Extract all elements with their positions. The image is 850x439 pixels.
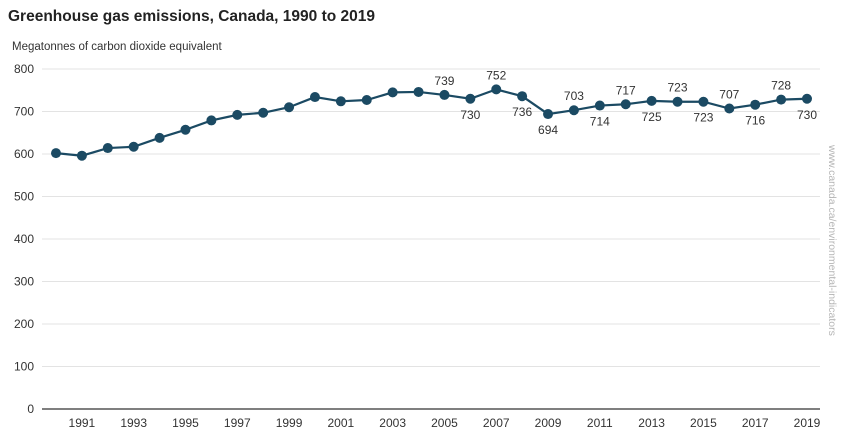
- data-point: [76, 150, 87, 161]
- y-tick-label: 800: [14, 62, 34, 76]
- y-tick-label: 0: [27, 402, 34, 416]
- y-tick-label: 300: [14, 275, 34, 289]
- data-label: 707: [719, 88, 739, 102]
- y-tick-label: 400: [14, 232, 34, 246]
- x-tick-label: 2001: [328, 416, 355, 430]
- data-label: 694: [538, 123, 558, 137]
- data-point: [672, 96, 683, 107]
- data-point: [128, 141, 139, 152]
- gridlines: [42, 68, 820, 410]
- x-tick-label: 2007: [483, 416, 510, 430]
- data-point: [180, 124, 191, 135]
- data-label: 717: [616, 83, 636, 97]
- data-point: [568, 105, 579, 116]
- y-tick-label: 100: [14, 360, 34, 374]
- x-tick-label: 1995: [172, 416, 199, 430]
- y-tick-label: 500: [14, 190, 34, 204]
- data-point: [802, 93, 812, 104]
- data-point: [258, 107, 269, 118]
- data-point: [724, 103, 735, 114]
- data-label: 723: [693, 111, 713, 125]
- data-point: [750, 99, 761, 110]
- data-label: 703: [564, 89, 584, 103]
- data-label: 723: [668, 81, 688, 95]
- data-point: [154, 132, 165, 143]
- y-tick-label: 700: [14, 105, 34, 119]
- data-point: [387, 87, 398, 98]
- source-note: www.canada.ca/environmental-indicators: [826, 144, 838, 336]
- y-axis-ticks: 0 100 200 300 400 500 600 700 800: [14, 62, 34, 416]
- x-tick-label: 1993: [120, 416, 147, 430]
- data-point: [361, 95, 372, 106]
- data-point: [51, 148, 61, 159]
- data-label: 716: [745, 114, 765, 128]
- data-point: [284, 102, 295, 113]
- x-tick-label: 1997: [224, 416, 251, 430]
- data-point: [543, 109, 554, 120]
- x-tick-label: 2005: [431, 416, 458, 430]
- data-point: [517, 91, 528, 102]
- chart-title: Greenhouse gas emissions, Canada, 1990 t…: [8, 8, 375, 25]
- data-point: [413, 86, 424, 97]
- unit-label: Megatonnes of carbon dioxide equivalent: [12, 41, 223, 53]
- data-label: 736: [512, 105, 532, 119]
- data-point: [594, 100, 605, 111]
- data-point: [465, 93, 476, 104]
- data-label: 739: [434, 74, 454, 88]
- x-tick-label: 2019: [794, 416, 821, 430]
- y-tick-label: 600: [14, 147, 34, 161]
- data-label: 728: [771, 79, 791, 93]
- data-point: [309, 92, 320, 103]
- data-point: [646, 95, 657, 106]
- x-tick-label: 2011: [587, 416, 613, 430]
- x-tick-label: 2013: [638, 416, 665, 430]
- data-point: [335, 96, 346, 107]
- data-point: [102, 143, 113, 154]
- data-label: 752: [486, 68, 506, 82]
- data-label: 725: [642, 110, 662, 124]
- data-point: [491, 84, 502, 95]
- data-points: [51, 84, 812, 161]
- x-tick-label: 2015: [690, 416, 717, 430]
- data-label: 714: [590, 115, 610, 129]
- data-point: [439, 89, 450, 100]
- data-label: 730: [460, 108, 480, 122]
- x-tick-label: 1999: [276, 416, 303, 430]
- data-point: [206, 115, 217, 126]
- x-tick-label: 2003: [379, 416, 406, 430]
- data-point: [620, 99, 631, 110]
- x-axis-ticks: 1991 1993 1995 1997 1999 2001 2003 2005 2007 2009…: [69, 416, 821, 430]
- data-point: [776, 94, 787, 105]
- data-point: [232, 109, 243, 120]
- x-tick-label: 2017: [742, 416, 769, 430]
- y-tick-label: 200: [14, 317, 34, 331]
- x-tick-label: 2009: [535, 416, 562, 430]
- data-labels: 739 730 752 736 694 703 714 717 725 723 723 707 716 7…: [434, 68, 817, 137]
- data-label: 730: [797, 108, 817, 122]
- x-tick-label: 1991: [69, 416, 96, 430]
- data-point: [698, 96, 709, 107]
